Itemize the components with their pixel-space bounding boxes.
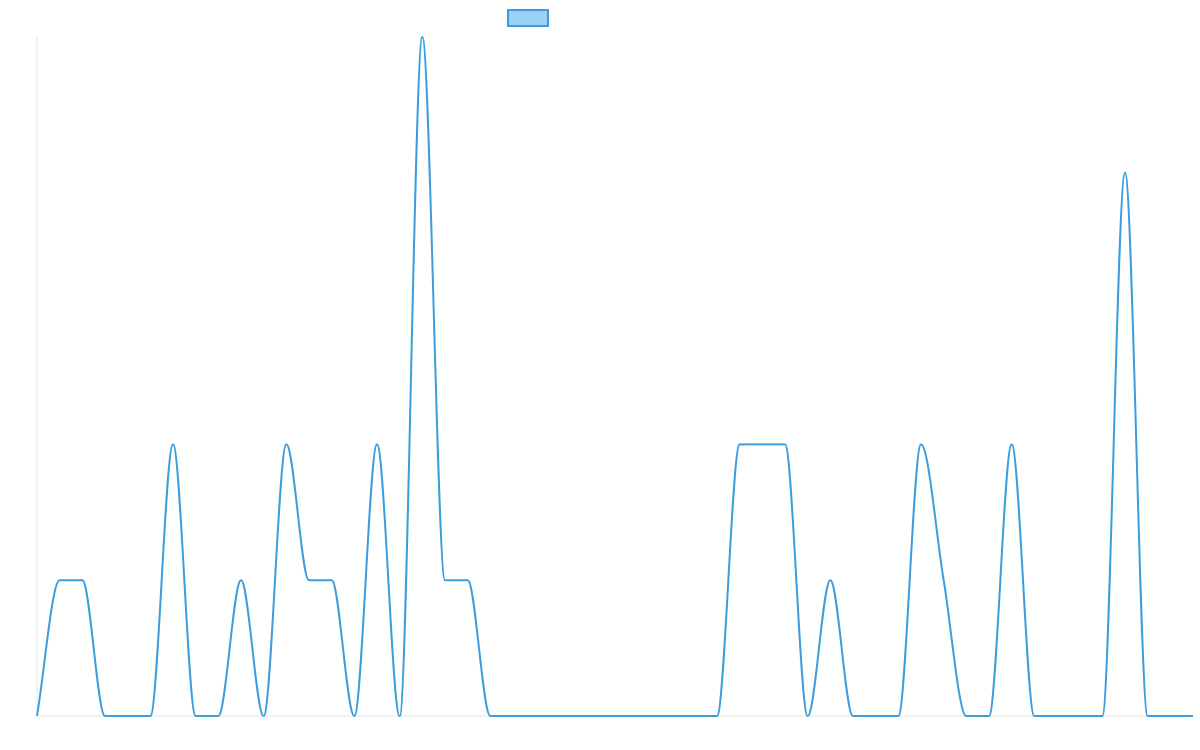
legend-swatch[interactable] [507, 9, 549, 27]
series-line [36, 35, 1193, 718]
legend[interactable] [507, 9, 549, 27]
